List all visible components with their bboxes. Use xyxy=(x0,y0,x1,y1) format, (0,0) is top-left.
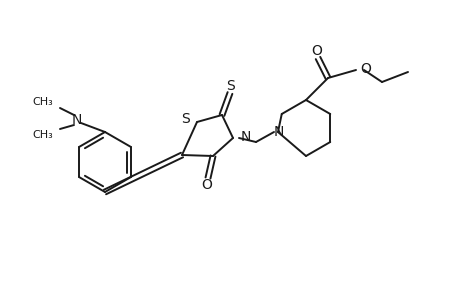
Text: N: N xyxy=(273,125,284,139)
Text: CH₃: CH₃ xyxy=(32,130,53,140)
Text: N: N xyxy=(72,113,82,127)
Text: S: S xyxy=(181,112,190,126)
Text: O: O xyxy=(311,44,322,58)
Text: O: O xyxy=(359,62,370,76)
Text: N: N xyxy=(241,130,251,144)
Text: S: S xyxy=(226,79,235,93)
Text: O: O xyxy=(201,178,212,192)
Text: CH₃: CH₃ xyxy=(32,97,53,107)
